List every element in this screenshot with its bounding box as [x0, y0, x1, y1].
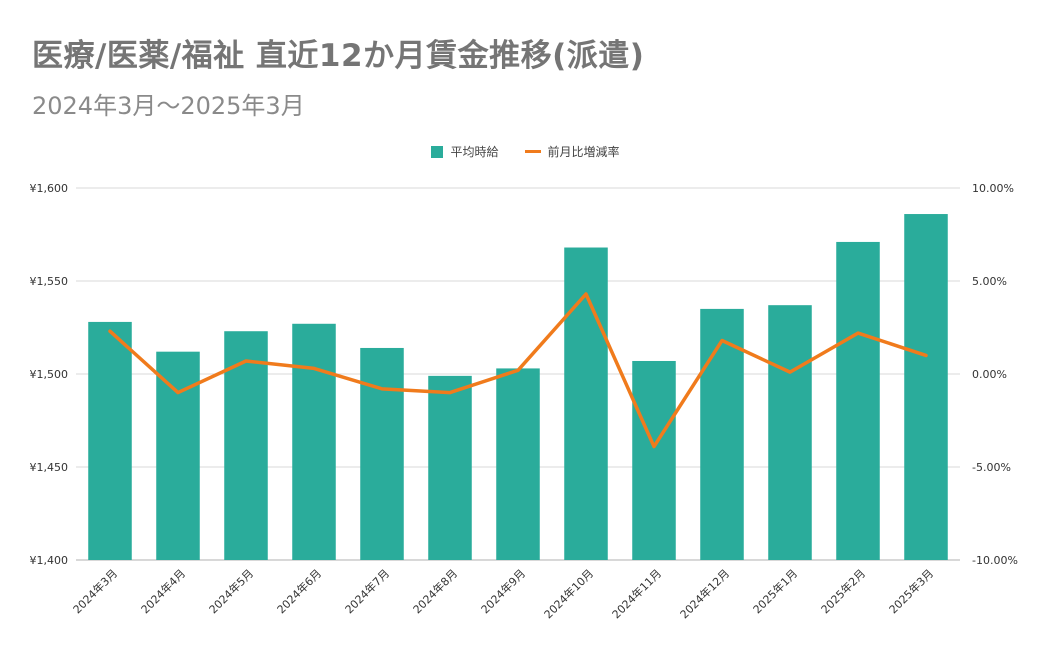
- bar: [428, 375, 472, 560]
- x-tick-label: 2024年3月: [70, 566, 120, 616]
- line-point: [448, 391, 452, 395]
- x-tick-label: 2024年5月: [206, 566, 256, 616]
- x-tick-label: 2025年2月: [818, 566, 868, 616]
- line-point: [244, 359, 248, 363]
- line-point: [924, 353, 928, 357]
- x-tick-label: 2024年11月: [609, 566, 664, 621]
- line-point: [176, 391, 180, 395]
- y-right-tick-label: 0.00%: [972, 368, 1007, 381]
- y-left-tick-label: ¥1,500: [30, 368, 69, 381]
- legend-label-bar: 平均時給: [450, 145, 499, 159]
- legend-swatch-line: [524, 150, 541, 153]
- line-point: [380, 387, 384, 391]
- bar: [768, 305, 812, 560]
- x-tick-label: 2025年3月: [886, 566, 936, 616]
- line-point: [108, 329, 112, 333]
- line-point: [312, 366, 316, 370]
- legend: 平均時給 前月比増減率: [0, 143, 1051, 160]
- line-point: [584, 292, 588, 296]
- legend-swatch-bar: [431, 145, 444, 158]
- x-tick-label: 2024年10月: [541, 566, 596, 621]
- x-tick-label: 2024年6月: [274, 566, 324, 616]
- y-left-tick-label: ¥1,550: [30, 275, 69, 288]
- x-tick-label: 2024年7月: [342, 566, 392, 616]
- bar: [156, 351, 200, 560]
- bar: [88, 321, 132, 560]
- bar: [292, 323, 336, 560]
- y-right-tick-label: -10.00%: [972, 554, 1018, 567]
- bar: [632, 360, 676, 560]
- bar: [904, 214, 948, 561]
- x-tick-label: 2024年12月: [677, 566, 732, 621]
- bar: [836, 241, 880, 560]
- y-right-tick-label: 10.00%: [972, 182, 1014, 195]
- line-point: [516, 368, 520, 372]
- x-tick-label: 2024年4月: [138, 566, 188, 616]
- bar: [700, 308, 744, 560]
- x-tick-label: 2024年9月: [478, 566, 528, 616]
- bar: [360, 347, 404, 560]
- line-point: [788, 370, 792, 374]
- bar: [564, 247, 608, 560]
- chart-title: 医療/医薬/福祉 直近12か月賃金推移(派遣): [32, 38, 645, 74]
- line-point: [652, 445, 656, 449]
- x-tick-label: 2025年1月: [750, 566, 800, 616]
- y-right-tick-label: -5.00%: [972, 461, 1011, 474]
- line-point: [720, 339, 724, 343]
- line-point: [856, 331, 860, 335]
- y-left-tick-label: ¥1,450: [30, 461, 69, 474]
- legend-item-bar: 平均時給: [431, 143, 499, 160]
- bar: [224, 331, 268, 560]
- legend-item-line: 前月比増減率: [524, 143, 620, 160]
- x-tick-label: 2024年8月: [410, 566, 460, 616]
- legend-label-line: 前月比増減率: [547, 145, 620, 159]
- chart-subtitle: 2024年3月～2025年3月: [32, 92, 305, 120]
- y-right-tick-label: 5.00%: [972, 275, 1007, 288]
- bar: [496, 368, 540, 560]
- y-left-tick-label: ¥1,600: [30, 182, 69, 195]
- y-left-tick-label: ¥1,400: [30, 554, 69, 567]
